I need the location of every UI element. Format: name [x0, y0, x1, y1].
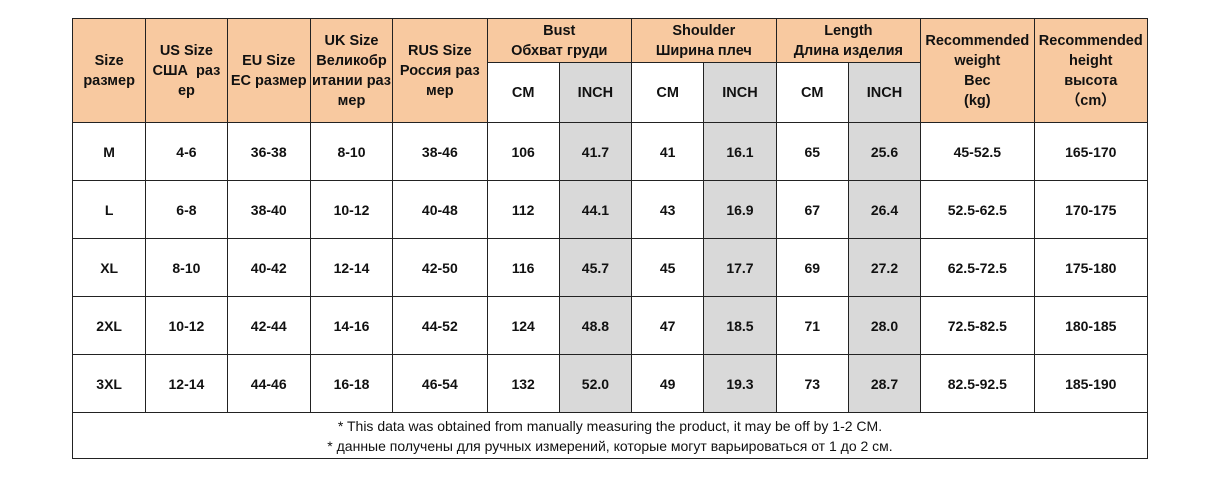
cell-length-inch: 28.7 — [847, 354, 922, 413]
cell-length-cm: 69 — [775, 238, 849, 297]
cell-bust-inch: 48.8 — [558, 296, 633, 355]
cell-shoulder-inch: 17.7 — [703, 238, 777, 297]
cell-uk: 16-18 — [309, 354, 394, 413]
length-inch-header: INCH — [847, 62, 922, 123]
header-bust: Bust Обхват груди — [486, 18, 633, 63]
bust-inch-header: INCH — [558, 62, 633, 123]
cell-shoulder-inch: 16.9 — [703, 180, 777, 239]
cell-uk: 14-16 — [309, 296, 394, 355]
cell-weight: 82.5-92.5 — [920, 354, 1035, 413]
cell-bust-cm: 106 — [486, 122, 560, 181]
cell-weight: 45-52.5 — [920, 122, 1035, 181]
header-row-units: CM INCH CM INCH CM INCH — [73, 62, 1148, 123]
cell-length-inch: 27.2 — [847, 238, 922, 297]
cell-weight: 62.5-72.5 — [920, 238, 1035, 297]
cell-height: 185-190 — [1033, 354, 1149, 413]
cell-eu: 38-40 — [226, 180, 311, 239]
cell-height: 165-170 — [1033, 122, 1149, 181]
cell-rus: 46-54 — [392, 354, 488, 413]
cell-shoulder-cm: 45 — [631, 238, 705, 297]
cell-uk: 10-12 — [309, 180, 394, 239]
header-row-top: Size размер US Size США раз ер EU Size Е… — [71, 18, 1149, 123]
cell-shoulder-cm: 49 — [631, 354, 705, 413]
table-row: XL 8-10 40-42 12-14 42-50 116 45.7 45 17… — [71, 238, 1149, 297]
cell-bust-inch: 44.1 — [558, 180, 633, 239]
cell-eu: 36-38 — [226, 122, 311, 181]
length-cm-header: CM — [775, 62, 849, 123]
cell-length-cm: 73 — [775, 354, 849, 413]
header-shoulder: Shoulder Ширина плеч — [631, 18, 777, 63]
cell-height: 180-185 — [1033, 296, 1149, 355]
cell-bust-cm: 124 — [486, 296, 560, 355]
cell-eu: 44-46 — [226, 354, 311, 413]
cell-bust-cm: 112 — [486, 180, 560, 239]
shoulder-cm-header: CM — [631, 62, 705, 123]
cell-size: 3XL — [71, 354, 147, 413]
table-row: 3XL 12-14 44-46 16-18 46-54 132 52.0 49 … — [71, 354, 1149, 413]
header-eu-size: EU Size ЕС размер — [226, 18, 311, 123]
cell-shoulder-cm: 41 — [631, 122, 705, 181]
size-chart-table: Size размер US Size США раз ер EU Size Е… — [71, 18, 1149, 459]
cell-uk: 12-14 — [309, 238, 394, 297]
cell-size: L — [71, 180, 147, 239]
cell-size: XL — [71, 238, 147, 297]
cell-eu: 40-42 — [226, 238, 311, 297]
cell-height: 175-180 — [1033, 238, 1149, 297]
measurement-note: * This data was obtained from manually m… — [72, 412, 1148, 459]
cell-rus: 38-46 — [392, 122, 488, 181]
cell-eu: 42-44 — [226, 296, 311, 355]
cell-rus: 44-52 — [392, 296, 488, 355]
cell-shoulder-inch: 19.3 — [703, 354, 777, 413]
note-russian: * данные получены для ручных измерений, … — [327, 437, 893, 454]
header-us-size: US Size США раз ер — [145, 18, 228, 123]
cell-size: M — [71, 122, 147, 181]
note-english: * This data was obtained from manually m… — [337, 417, 883, 434]
header-uk-size: UK Size Великобр итании раз мер — [309, 18, 394, 123]
header-recommended-height: Recommended height высота （cm） — [1033, 18, 1149, 123]
cell-length-cm: 65 — [775, 122, 849, 181]
cell-us: 4-6 — [145, 122, 228, 181]
header-rus-size: RUS Size Россия раз мер — [392, 18, 488, 123]
header-size: Size размер — [71, 18, 147, 123]
cell-uk: 8-10 — [309, 122, 394, 181]
cell-us: 12-14 — [145, 354, 228, 413]
cell-length-inch: 26.4 — [847, 180, 922, 239]
cell-weight: 72.5-82.5 — [920, 296, 1035, 355]
cell-size: 2XL — [71, 296, 147, 355]
bust-cm-header: CM — [486, 62, 560, 123]
cell-bust-inch: 45.7 — [558, 238, 633, 297]
cell-length-cm: 67 — [775, 180, 849, 239]
cell-shoulder-inch: 16.1 — [703, 122, 777, 181]
cell-shoulder-cm: 47 — [631, 296, 705, 355]
table-row: L 6-8 38-40 10-12 40-48 112 44.1 43 16.9… — [71, 180, 1149, 239]
note-row: * This data was obtained from manually m… — [72, 412, 1148, 459]
header-length: Length Длина изделия — [775, 18, 922, 63]
cell-weight: 52.5-62.5 — [920, 180, 1035, 239]
header-recommended-weight: Recommended weight Вес (kg) — [920, 18, 1035, 123]
cell-us: 10-12 — [145, 296, 228, 355]
shoulder-inch-header: INCH — [703, 62, 777, 123]
cell-us: 8-10 — [145, 238, 228, 297]
cell-length-inch: 28.0 — [847, 296, 922, 355]
cell-length-cm: 71 — [775, 296, 849, 355]
cell-shoulder-cm: 43 — [631, 180, 705, 239]
cell-height: 170-175 — [1033, 180, 1149, 239]
cell-bust-cm: 116 — [486, 238, 560, 297]
table-row: M 4-6 36-38 8-10 38-46 106 41.7 41 16.1 … — [71, 122, 1149, 181]
cell-bust-inch: 41.7 — [558, 122, 633, 181]
cell-bust-inch: 52.0 — [558, 354, 633, 413]
cell-rus: 42-50 — [392, 238, 488, 297]
cell-shoulder-inch: 18.5 — [703, 296, 777, 355]
cell-rus: 40-48 — [392, 180, 488, 239]
cell-bust-cm: 132 — [486, 354, 560, 413]
cell-length-inch: 25.6 — [847, 122, 922, 181]
table-row: 2XL 10-12 42-44 14-16 44-52 124 48.8 47 … — [71, 296, 1149, 355]
cell-us: 6-8 — [145, 180, 228, 239]
